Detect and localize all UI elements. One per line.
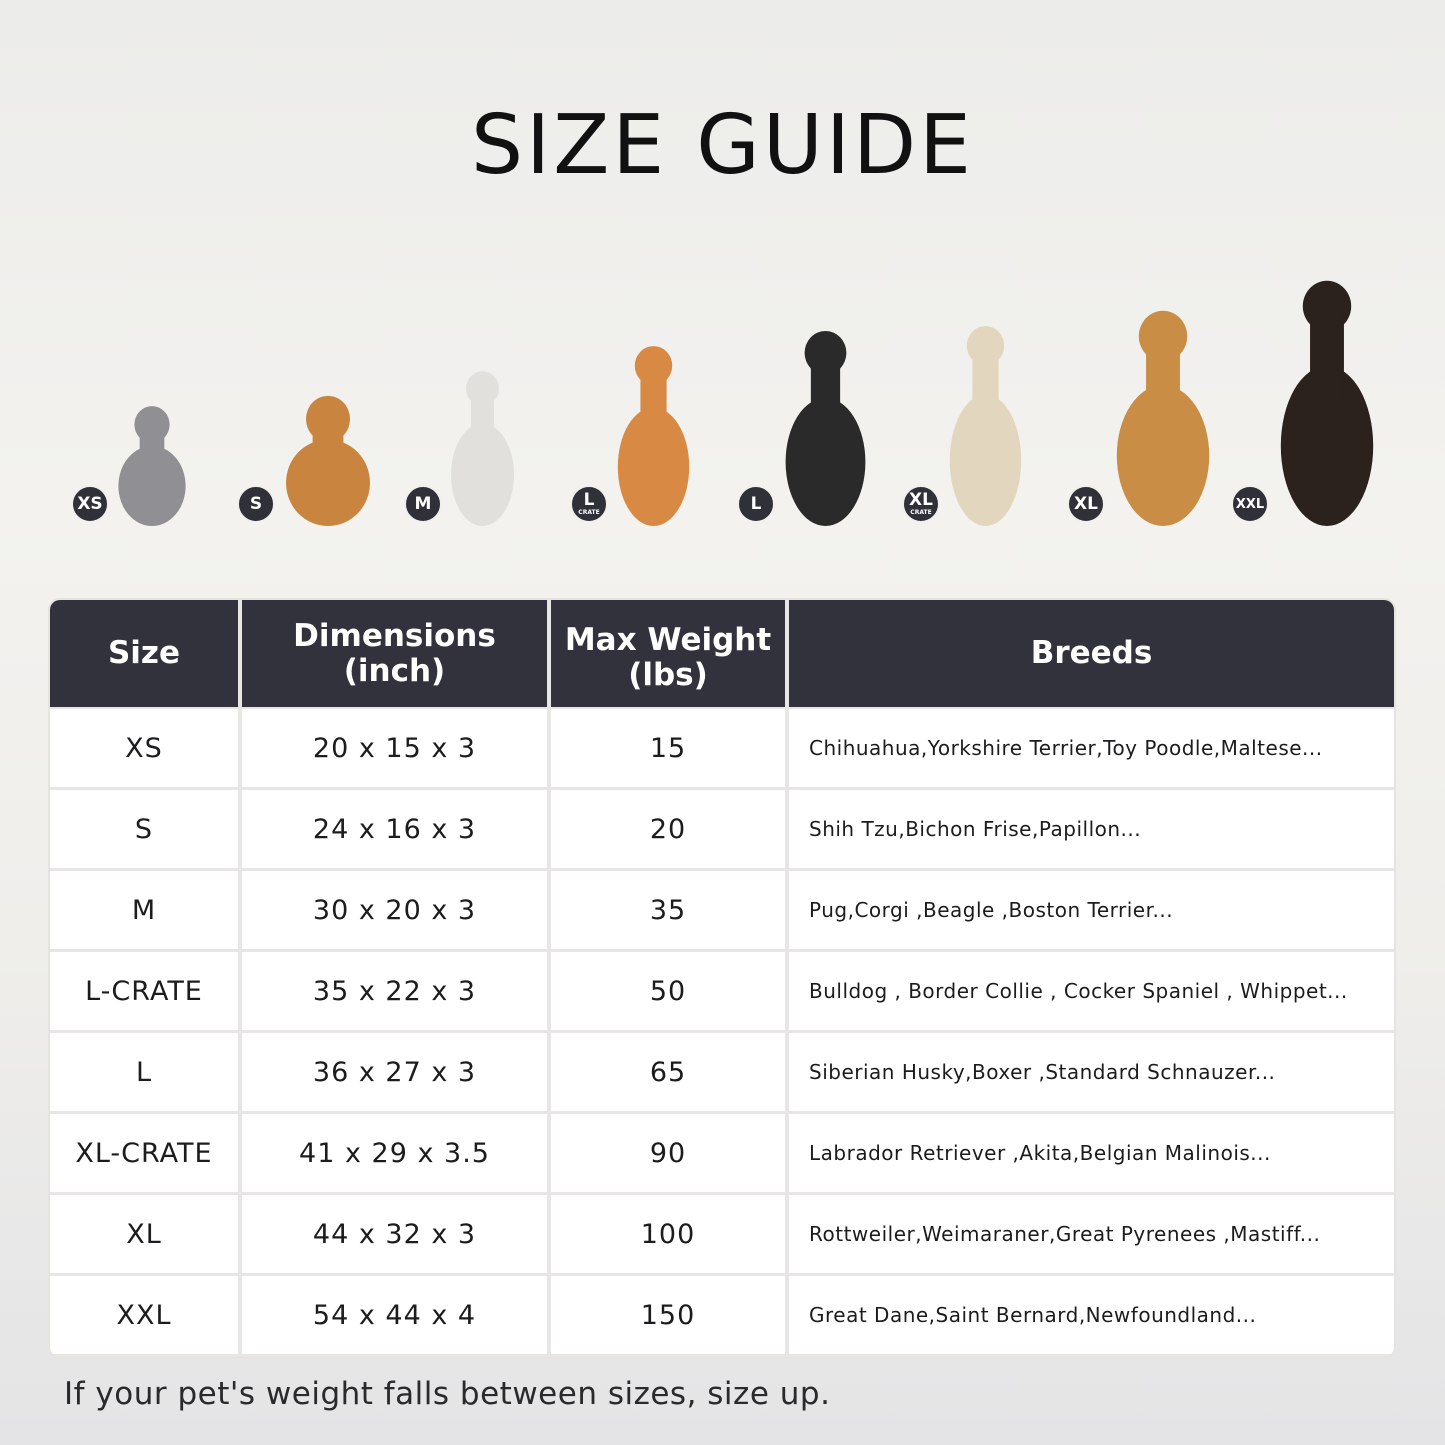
french-bulldog-photo	[451, 371, 514, 526]
header-size: Size	[50, 600, 238, 707]
size-cell: M	[50, 871, 238, 949]
table-row: L 36 x 27 x 3 65 Siberian Husky,Boxer ,Stan…	[50, 1033, 1394, 1111]
size-badge: XL	[1067, 485, 1105, 523]
breeds-cell: Pug,Corgi ,Beagle ,Boston Terrier...	[789, 871, 1394, 949]
table-row: XL 44 x 32 x 3 100 Rottweiler,Weimaraner,Gr…	[50, 1195, 1394, 1273]
sizing-note: If your pet's weight falls between sizes…	[64, 1376, 831, 1412]
header-weight: Max Weight (lbs)	[551, 600, 785, 707]
weight-cell: 15	[551, 709, 785, 787]
table-row: M 30 x 20 x 3 35 Pug,Corgi ,Beagle ,Boston …	[50, 871, 1394, 949]
doberman-photo	[1280, 280, 1374, 526]
size-badge-label: XL	[1074, 493, 1098, 514]
size-badge: M	[404, 485, 442, 523]
weight-cell: 20	[551, 790, 785, 868]
header-dimensions-unit: (inch)	[343, 652, 446, 689]
size-badge-label: M	[414, 493, 432, 514]
weight-cell: 100	[551, 1195, 785, 1273]
size-badge: XXL	[1231, 485, 1269, 523]
labrador-retriever-photo	[949, 326, 1022, 526]
page-title: SIZE GUIDE	[471, 98, 974, 193]
header-dimensions: Dimensions (inch)	[242, 600, 547, 707]
weight-cell: 65	[551, 1033, 785, 1111]
dimensions-cell: 54 x 44 x 4	[242, 1276, 547, 1354]
pomeranian-photo	[286, 395, 370, 526]
golden-retriever-photo	[1116, 310, 1210, 526]
table-row: XXL 54 x 44 x 4 150 Great Dane,Saint Bernar…	[50, 1276, 1394, 1354]
size-badge-label: S	[249, 493, 263, 514]
size-badge: XS	[71, 485, 109, 523]
breeds-cell: Bulldog , Border Collie , Cocker Spaniel…	[789, 952, 1394, 1030]
breeds-cell: Labrador Retriever ,Akita,Belgian Malino…	[789, 1114, 1394, 1192]
header-weight-label: Max Weight	[564, 621, 772, 658]
dimensions-cell: 24 x 16 x 3	[242, 790, 547, 868]
dimensions-cell: 41 x 29 x 3.5	[242, 1114, 547, 1192]
table-row: XL-CRATE 41 x 29 x 3.5 90 Labrador Retrieve…	[50, 1114, 1394, 1192]
size-badge: L CRATE	[570, 485, 608, 523]
british-shorthair-cat-photo	[118, 406, 186, 526]
size-cell: XL	[50, 1195, 238, 1273]
breeds-cell: Rottweiler,Weimaraner,Great Pyrenees ,Ma…	[789, 1195, 1394, 1273]
size-badge: XL CRATE	[902, 485, 940, 523]
size-cell: S	[50, 790, 238, 868]
size-badge: L	[737, 485, 775, 523]
breeds-cell: Great Dane,Saint Bernard,Newfoundland...	[789, 1276, 1394, 1354]
header-dimensions-label: Dimensions	[293, 617, 496, 654]
dimensions-cell: 44 x 32 x 3	[242, 1195, 547, 1273]
breeds-cell: Shih Tzu,Bichon Frise,Papillon...	[789, 790, 1394, 868]
border-collie-photo	[785, 330, 866, 526]
breeds-cell: Chihuahua,Yorkshire Terrier,Toy Poodle,M…	[789, 709, 1394, 787]
breeds-cell: Siberian Husky,Boxer ,Standard Schnauzer…	[789, 1033, 1394, 1111]
size-badge-sublabel: CRATE	[910, 509, 932, 516]
size-badge-label: L	[750, 493, 762, 514]
weight-cell: 50	[551, 952, 785, 1030]
table-row: S 24 x 16 x 3 20 Shih Tzu,Bichon Frise,Papi…	[50, 790, 1394, 868]
size-cell: XL-CRATE	[50, 1114, 238, 1192]
pet-lineup: XS S M L CRATE L XL CRATE XL XXL	[0, 260, 1445, 540]
dimensions-cell: 20 x 15 x 3	[242, 709, 547, 787]
table-row: L-CRATE 35 x 22 x 3 50 Bulldog , Border Col…	[50, 952, 1394, 1030]
size-cell: L	[50, 1033, 238, 1111]
table-row: XS 20 x 15 x 3 15 Chihuahua,Yorkshire Terri…	[50, 709, 1394, 787]
weight-cell: 90	[551, 1114, 785, 1192]
size-badge-label: L	[583, 490, 595, 510]
header-breeds: Breeds	[789, 600, 1394, 707]
size-badge-sublabel: CRATE	[578, 509, 600, 516]
weight-cell: 150	[551, 1276, 785, 1354]
dimensions-cell: 30 x 20 x 3	[242, 871, 547, 949]
size-badge: S	[237, 485, 275, 523]
size-table: Size Dimensions (inch) Max Weight (lbs) Br…	[50, 600, 1394, 1357]
size-badge-label: XXL	[1235, 496, 1265, 512]
header-weight-unit: (lbs)	[628, 656, 708, 693]
size-badge-label: XS	[77, 493, 103, 514]
dimensions-cell: 35 x 22 x 3	[242, 952, 547, 1030]
dimensions-cell: 36 x 27 x 3	[242, 1033, 547, 1111]
size-cell: XS	[50, 709, 238, 787]
shiba-inu-photo	[617, 346, 690, 526]
weight-cell: 35	[551, 871, 785, 949]
size-cell: L-CRATE	[50, 952, 238, 1030]
table-header-row: Size Dimensions (inch) Max Weight (lbs) Br…	[50, 600, 1394, 707]
size-cell: XXL	[50, 1276, 238, 1354]
size-badge-label: XL	[909, 490, 933, 510]
